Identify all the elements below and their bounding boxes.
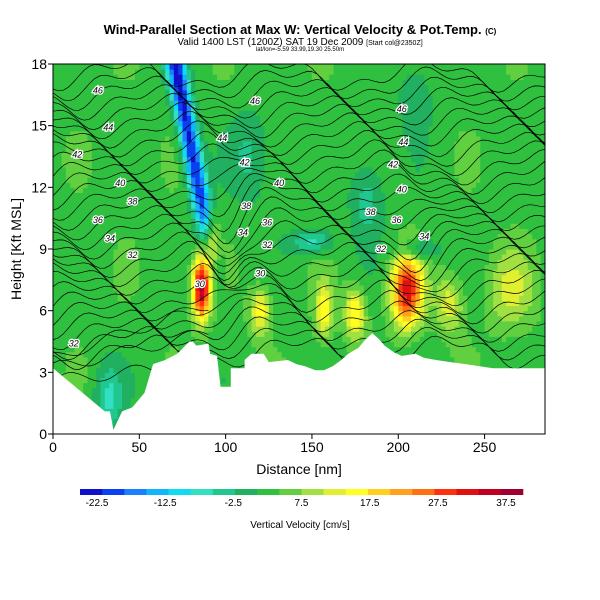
colorbar-swatch: [456, 489, 479, 495]
y-axis-label: Height [Kft MSL]: [8, 198, 24, 300]
contour-label: 44: [398, 137, 408, 147]
contour-label: 44: [103, 123, 113, 133]
colorbar-swatch: [146, 489, 169, 495]
x-tick-label: 100: [214, 439, 238, 455]
x-tick-label: 150: [300, 439, 324, 455]
contour-label: 32: [262, 240, 272, 250]
contour-label: 46: [397, 104, 407, 114]
contour-label: 42: [240, 158, 250, 168]
x-tick-label: 250: [473, 439, 497, 455]
chart-subtitle: Valid 1400 LST (1200Z) SAT 19 Dec 2009 […: [177, 37, 423, 48]
contour-label: 44: [217, 133, 227, 143]
chart-title: Wind-Parallel Section at Max W: Vertical…: [103, 22, 497, 37]
colorbar-swatch: [80, 489, 103, 495]
contour-label: 36: [391, 215, 401, 225]
colorbar-swatch: [434, 489, 457, 495]
colorbar-tick-label: -2.5: [225, 498, 243, 509]
colorbar-swatch: [412, 489, 435, 495]
colorbar-tick-label: -22.5: [86, 498, 109, 509]
y-tick-label: 15: [31, 118, 47, 134]
y-tick-label: 0: [39, 426, 47, 442]
chart-subtitle-coordinates: lat/lon=-5.59 33.99,19.30 25.50m: [255, 47, 345, 53]
colorbar-swatch: [323, 489, 347, 495]
contour-label: 38: [127, 197, 137, 207]
contour-label: 32: [69, 339, 79, 349]
colorbar-swatch: [500, 489, 524, 495]
colorbar: -22.5 -12.5 -2.5 7.5 17.5 27.5 37.5: [80, 489, 524, 509]
colorbar-swatch: [478, 489, 502, 495]
contour-label: 32: [376, 244, 386, 254]
contour-label: 40: [397, 184, 407, 194]
contour-label: 34: [419, 232, 429, 242]
colorbar-swatch: [345, 489, 369, 495]
colorbar-swatch: [190, 489, 214, 495]
colorbar-tick-label: 27.5: [428, 498, 448, 509]
contour-label: 42: [72, 149, 82, 159]
contour-label: 40: [274, 178, 284, 188]
colorbar-tick-label: -12.5: [154, 498, 177, 509]
contour-label: 40: [115, 178, 125, 188]
y-tick-label: 12: [31, 179, 47, 195]
contour-label: 46: [93, 86, 103, 96]
y-tick-label: 18: [31, 56, 47, 72]
colorbar-label: Vertical Velocity [cm/s]: [250, 520, 350, 531]
contour-label: 38: [366, 207, 376, 217]
colorbar-swatch: [102, 489, 125, 495]
y-tick-label: 9: [39, 241, 47, 257]
colorbar-swatch: [257, 489, 280, 495]
colorbar-swatch: [168, 489, 192, 495]
contour-label: 34: [238, 228, 248, 238]
y-axis: 0 3 6 9 12 15 18: [31, 56, 53, 442]
contour-label: 30: [255, 269, 265, 279]
colorbar-swatch: [212, 489, 236, 495]
colorbar-swatch: [301, 489, 324, 495]
x-tick-label: 0: [49, 439, 57, 455]
contour-label: 36: [93, 215, 103, 225]
colorbar-swatch: [390, 489, 413, 495]
contour-label: 30: [195, 279, 205, 289]
colorbar-tick-label: 37.5: [496, 498, 516, 509]
contour-label: 38: [241, 201, 251, 211]
contour-label: 32: [127, 250, 137, 260]
y-tick-label: 6: [39, 303, 47, 319]
contour-label: 36: [262, 217, 272, 227]
x-axis: 0 50 100 150 200 250: [49, 434, 496, 455]
y-tick-label: 3: [39, 364, 47, 380]
theta-contours: [53, 64, 545, 382]
colorbar-swatch: [235, 489, 258, 495]
x-tick-label: 200: [387, 439, 411, 455]
x-tick-label: 50: [132, 439, 148, 455]
contour-label: 34: [105, 234, 115, 244]
colorbar-swatch: [367, 489, 391, 495]
contour-label: 42: [388, 160, 398, 170]
colorbar-swatch: [279, 489, 302, 495]
contour-label: 46: [250, 96, 260, 106]
colorbar-tick-label: 7.5: [295, 498, 309, 509]
colorbar-swatch: [124, 489, 147, 495]
x-axis-label: Distance [nm]: [256, 461, 342, 477]
colorbar-tick-label: 17.5: [360, 498, 380, 509]
terrain: [53, 333, 545, 434]
